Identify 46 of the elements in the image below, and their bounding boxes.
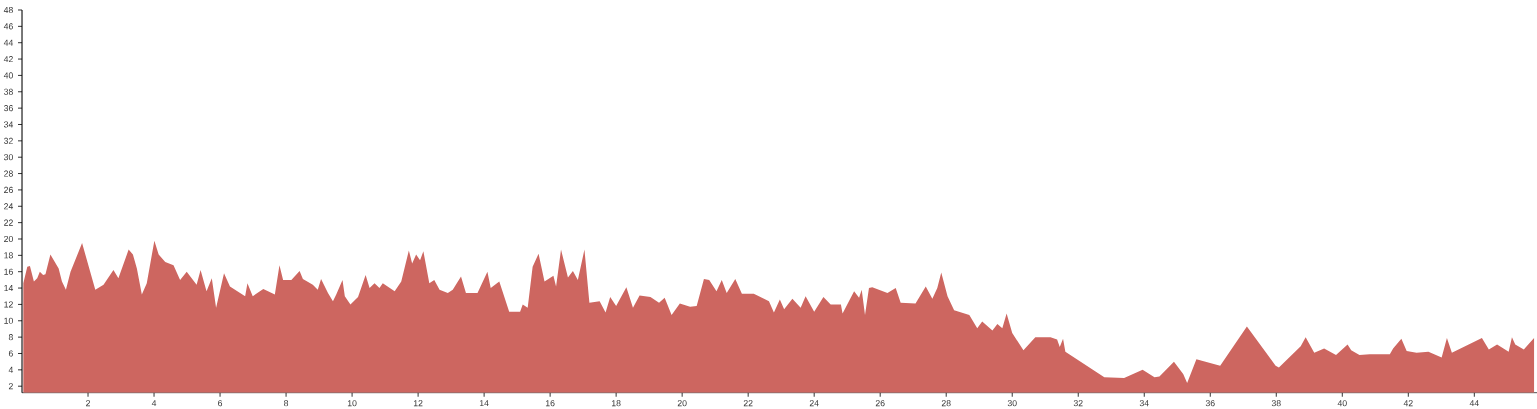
y-tick-label: 12 [4,301,13,308]
y-tick-label: 36 [3,104,13,112]
x-tick-label: 18 [611,399,621,407]
x-tick-label: 2 [86,399,90,407]
x-tick-label: 40 [1337,399,1347,407]
y-tick-label: 34 [3,121,14,128]
x-tick-label: 8 [284,399,289,407]
y-tick-label: 48 [3,6,13,13]
x-tick-label: 44 [1469,399,1479,406]
y-tick-label: 46 [3,23,13,30]
x-tick-label: 28 [941,399,951,407]
y-tick-label: 42 [3,55,13,62]
y-tick-label: 14 [4,284,14,291]
y-tick-label: 20 [4,235,13,242]
y-tick-label: 10 [4,317,13,324]
x-tick-label: 34 [1139,399,1149,407]
x-tick-label: 30 [1007,399,1017,407]
x-tick-label: 32 [1073,399,1083,407]
x-tick-label: 20 [677,399,687,407]
y-tick-label: 40 [3,72,13,79]
x-tick-label: 6 [218,399,223,407]
x-tick-label: 16 [545,399,555,407]
x-tick-label: 12 [413,399,423,407]
y-tick-label: 18 [4,252,13,259]
y-tick-label: 44 [3,39,14,46]
y-tick-label: 16 [4,268,13,275]
y-tick-label: 28 [4,170,13,177]
x-tick-label: 4 [151,399,157,406]
x-tick-label: 36 [1205,399,1215,407]
y-tick-label: 38 [3,88,13,95]
y-tick-label: 32 [3,137,13,144]
y-tick-label: 30 [3,154,13,161]
x-tick-label: 24 [809,399,819,407]
y-tick-label: 2 [8,383,13,390]
y-tick-label: 24 [4,203,14,210]
y-tick-label: 26 [4,186,13,193]
x-tick-label: 10 [347,399,357,407]
x-tick-label: 38 [1271,399,1281,407]
y-tick-label: 22 [4,219,13,226]
x-tick-label: 42 [1403,399,1413,407]
x-tick-label: 26 [875,399,885,407]
x-tick-label: 14 [479,399,489,406]
y-tick-label: 8 [8,333,13,341]
y-tick-label: 4 [8,366,14,373]
y-tick-label: 6 [8,350,13,357]
x-tick-label: 22 [743,399,753,407]
